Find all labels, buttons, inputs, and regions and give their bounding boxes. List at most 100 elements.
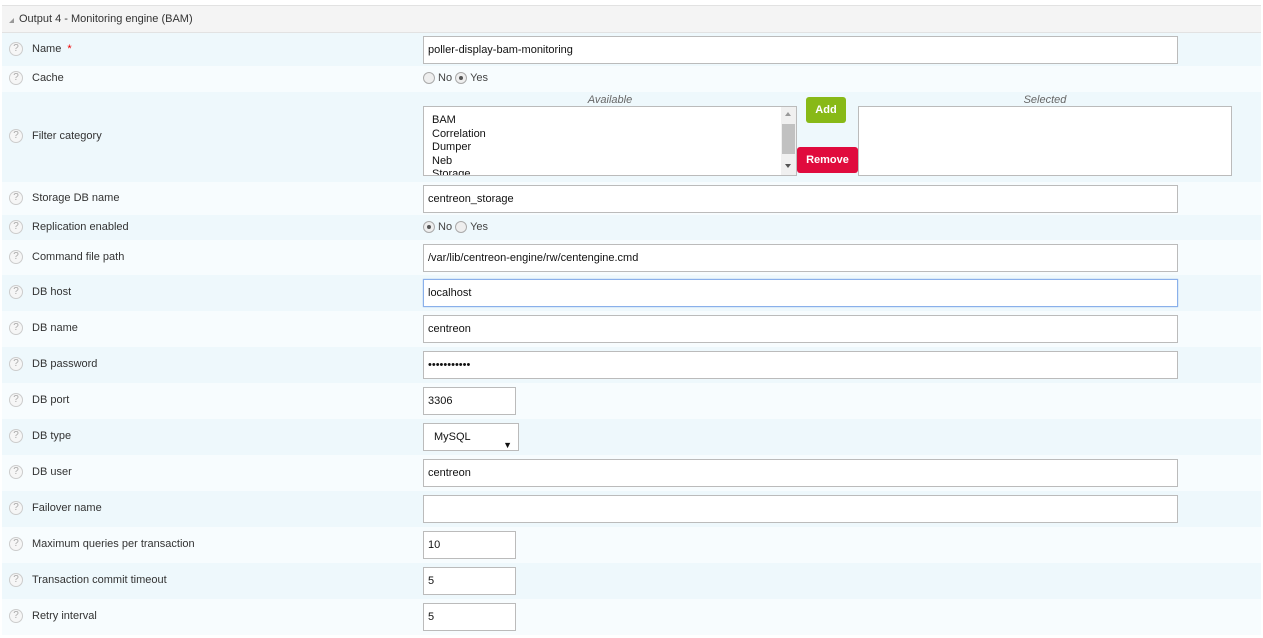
selected-label: Selected [1023,94,1067,106]
help-icon[interactable]: ? [9,357,23,371]
db-port-input[interactable]: 3306 [423,387,516,415]
replication-enabled-radio-group: No Yes [423,220,491,233]
form-row-db-type: ? DB type MySQL ▼ [2,419,1261,455]
remove-button[interactable]: Remove [797,147,858,173]
db-type-select[interactable]: MySQL ▼ [423,423,519,451]
field-label: Command file path [32,251,124,263]
form-row-storage-db-name: ? Storage DB name centreon_storage [2,182,1261,215]
form-row-db-port: ? DB port 3306 [2,383,1261,419]
field-label: DB port [32,394,69,406]
field-label: Maximum queries per transaction [32,538,195,550]
field-label: Replication enabled [32,221,129,233]
name-input[interactable]: poller-display-bam-monitoring [423,35,1178,64]
help-icon[interactable]: ? [9,429,23,443]
label-text: Failover name [32,502,102,514]
available-option[interactable]: Storage [432,168,471,176]
radio-label-yes[interactable]: Yes [470,220,489,233]
label-text: DB port [32,394,70,406]
help-icon[interactable]: ? [9,285,23,299]
db-host-input[interactable]: localhost [423,279,1178,307]
help-icon[interactable]: ? [9,321,23,335]
scroll-up-icon[interactable] [785,112,791,116]
help-icon[interactable]: ? [9,501,23,515]
required-asterisk: * [67,42,72,55]
form-row-db-name: ? DB name centreon [2,311,1261,347]
field-label: DB type [32,430,71,442]
field-label: Storage DB name [32,192,119,204]
field-label: Name * [32,43,72,55]
label-text: Filter category [32,130,102,142]
scroll-thumb[interactable] [782,124,795,154]
maximum-queries-per-transaction-input[interactable]: 10 [423,531,516,559]
help-icon[interactable]: ? [9,190,23,205]
label-text: Storage DB name [32,191,120,204]
radio-yes[interactable] [455,220,468,233]
command-file-path-input[interactable]: /var/lib/centreon-engine/rw/centengine.c… [423,243,1178,272]
selected-list[interactable] [858,106,1232,176]
form-row-cache: ? Cache No Yes [2,66,1261,92]
field-label: Transaction commit timeout [32,574,167,586]
add-button[interactable]: Add [806,97,846,123]
transaction-commit-timeout-input[interactable]: 5 [423,567,516,595]
failover-name-input[interactable] [423,495,1178,523]
form-row-db-user: ? DB user centreon [2,455,1261,491]
help-icon[interactable]: ? [9,219,23,234]
available-option[interactable]: Correlation [432,127,486,140]
cache-radio-group: No Yes [423,72,491,84]
radio-label-yes[interactable]: Yes [470,72,489,84]
field-label: DB password [32,358,97,370]
help-icon[interactable]: ? [9,573,23,587]
radio-no[interactable] [423,220,435,233]
scrollbar[interactable] [781,107,796,175]
form-rows: ? Name * poller-display-bam-monitoring? Cach… [2,33,1261,635]
help-icon[interactable]: ? [9,71,23,85]
form-row-filter-category: ? Filter category Available BAM Correlation D… [2,92,1261,182]
radio-label-no[interactable]: No [438,220,453,233]
form-row-failover-name: ? Failover name [2,491,1261,527]
radio-yes[interactable] [455,72,468,84]
field-label: Filter category [32,130,102,142]
form-row-replication-enabled: ? Replication enabled No Yes [2,215,1261,240]
section-title: Output 4 - Monitoring engine (BAM) [19,13,193,25]
form-row-maximum-queries-per-transaction: ? Maximum queries per transaction 10 [2,527,1261,563]
help-icon[interactable]: ? [9,537,23,551]
label-text: DB password [32,358,98,370]
label-text: Name [32,42,62,55]
form-row-command-file-path: ? Command file path/var/lib/centreon-engi… [2,240,1261,275]
form-row-db-host: ? DB host localhost [2,275,1261,311]
available-list[interactable]: BAM Correlation Dumper Neb Storage [423,106,797,176]
help-icon[interactable]: ? [9,465,23,479]
collapse-triangle-icon[interactable] [9,18,14,23]
retry-interval-input[interactable]: 5 [423,603,516,631]
available-option[interactable]: BAM [432,114,456,126]
section-header[interactable]: Output 4 - Monitoring engine (BAM) [2,5,1261,33]
db-name-input[interactable]: centreon [423,315,1178,343]
field-label: DB user [32,466,72,478]
chevron-down-icon: ▼ [503,440,512,450]
form-row-name: ? Name * poller-display-bam-monitoring [2,33,1261,66]
form-row-transaction-commit-timeout: ? Transaction commit timeout 5 [2,563,1261,599]
help-icon[interactable]: ? [9,249,23,264]
label-text: DB type [32,430,72,442]
form-row-db-password: ? DB password ••••••••••• [2,347,1261,383]
help-icon[interactable]: ? [9,609,23,623]
available-option[interactable]: Dumper [432,141,472,153]
label-text: DB host [32,286,72,298]
label-text: Replication enabled [32,220,129,233]
storage-db-name-input[interactable]: centreon_storage [423,184,1178,213]
db-user-input[interactable]: centreon [423,459,1178,487]
help-icon[interactable]: ? [9,41,23,56]
field-label: Failover name [32,502,102,514]
label-text: Retry interval [32,610,97,622]
label-text: Transaction commit timeout [32,574,167,586]
help-icon[interactable]: ? [9,129,23,143]
radio-label-no[interactable]: No [438,72,453,84]
field-label: DB host [32,286,71,298]
db-password-input[interactable]: ••••••••••• [423,351,1178,379]
radio-no[interactable] [423,72,435,84]
label-text: Command file path [32,250,125,263]
help-icon[interactable]: ? [9,393,23,407]
scroll-down-icon[interactable] [785,164,791,168]
available-option[interactable]: Neb [432,154,453,167]
selected-value: MySQL [434,431,471,443]
